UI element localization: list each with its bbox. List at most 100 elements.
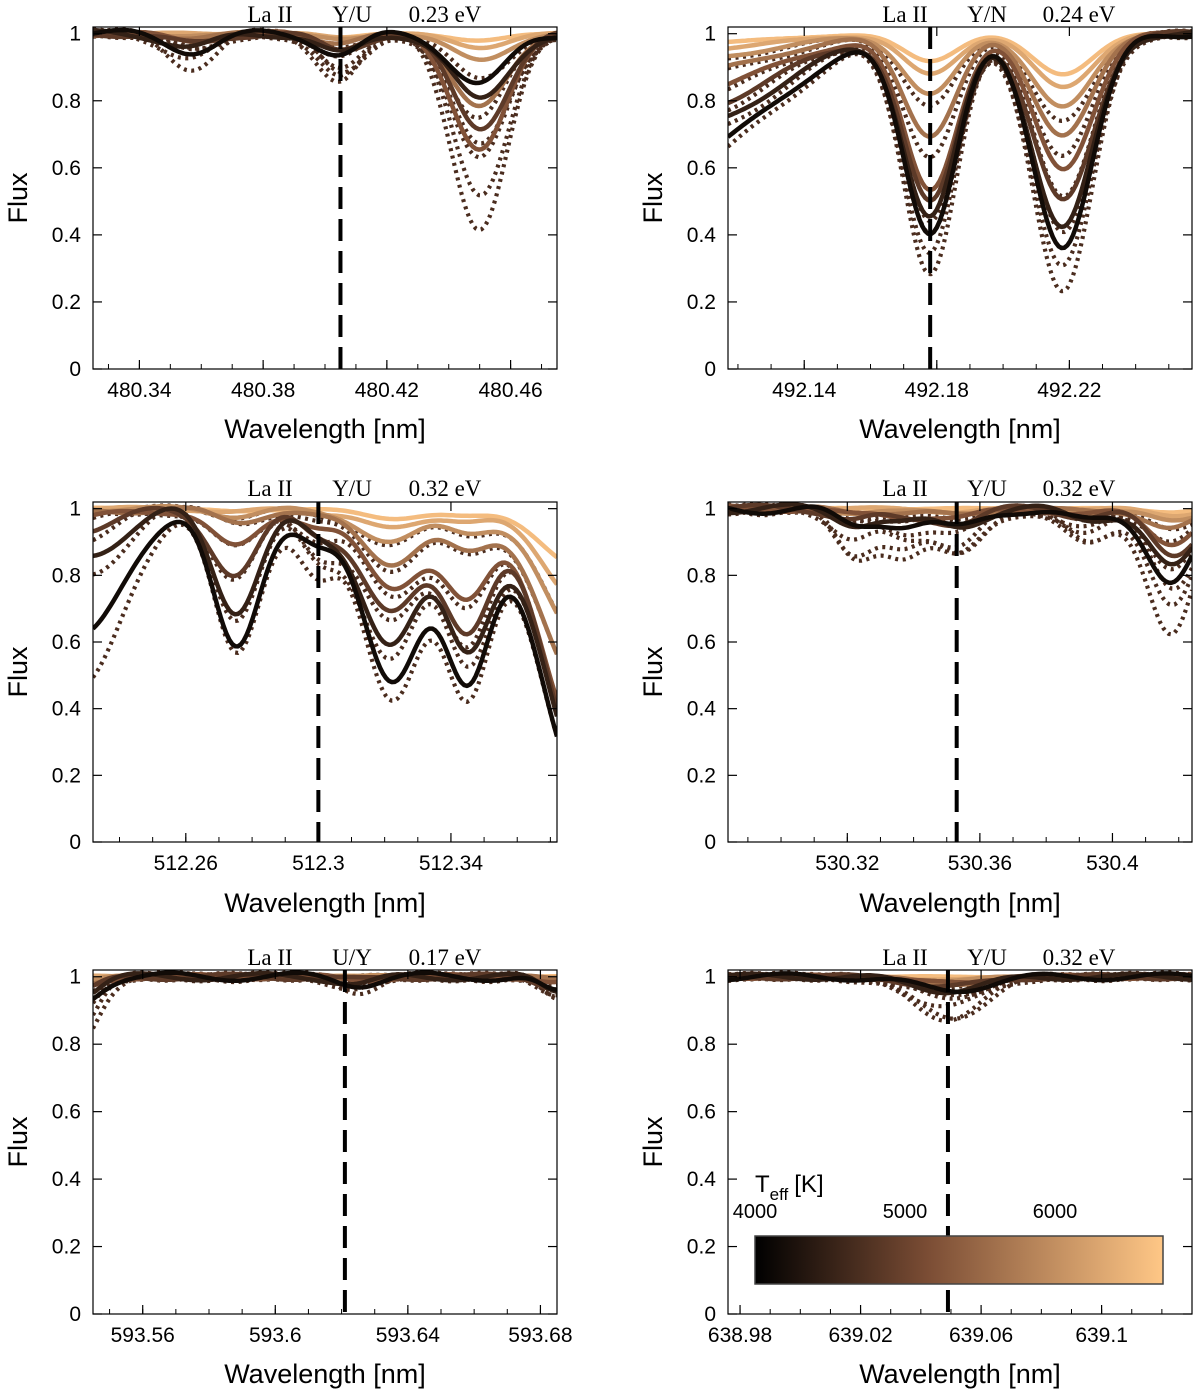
x-tick-label: 480.38 [231, 379, 295, 402]
panel-2-frame [727, 26, 1193, 370]
series-solid-4 [93, 508, 557, 701]
panel-2-energy-label: 0.24 eV [1043, 2, 1116, 27]
y-tick-label: 0.4 [687, 1168, 717, 1191]
panel-2-line-label: La II [882, 2, 927, 27]
panel-6-curves [728, 970, 1192, 1314]
series-dotted-4 [93, 510, 557, 702]
panel-3-line-label: La II [247, 476, 292, 501]
x-tick-label: 492.22 [1037, 379, 1101, 402]
series-dotted-5 [728, 32, 1192, 160]
panel-3-ratio-label: Y/U [332, 476, 372, 501]
x-tick-label: 593.64 [376, 1324, 441, 1347]
panel-1-ticks: 480.34 480.38 480.42 480.46 0 0.2 0.4 0.6 0.8 1 [52, 23, 557, 402]
colorbar-label: Teff [K] [755, 1171, 824, 1204]
panel-2: 492.14 492.18 492.22 0 0.2 0.4 0.6 0.8 1 La II Y… [638, 2, 1193, 444]
y-tick-label: 0 [69, 1303, 81, 1326]
series-dotted-2 [93, 506, 557, 716]
colorbar-tick-4000: 4000 [733, 1201, 778, 1223]
panel-5-ylabel: Flux [3, 1116, 33, 1168]
series-dotted-1 [728, 970, 1192, 1021]
y-tick-label: 1 [69, 498, 81, 521]
series-dotted-1 [93, 522, 557, 738]
panel-2-ylabel: Flux [638, 172, 668, 224]
y-tick-label: 0.8 [52, 564, 81, 587]
series-dotted-1 [728, 34, 1192, 294]
panel-6: 638.98 639.02 639.06 639.1 0 0.2 0.4 0.6 0.8 1 La… [638, 945, 1193, 1389]
y-tick-label: 0.8 [687, 1033, 716, 1056]
panel-6-ylabel: Flux [638, 1116, 668, 1168]
panel-4: 530.32 530.36 530.4 0 0.2 0.4 0.6 0.8 1 La II Y/… [638, 476, 1193, 918]
panel-1-xlabel: Wavelength [nm] [224, 414, 426, 444]
panel-2-curves [728, 27, 1192, 369]
panel-5: 593.56 593.6 593.64 593.68 0 0.2 0.4 0.6 0.8 1 La… [3, 945, 573, 1389]
series-solid-1 [728, 971, 1192, 995]
x-tick-label: 593.56 [111, 1324, 175, 1347]
series-solid-1 [93, 27, 557, 86]
y-tick-label: 0.8 [687, 564, 716, 587]
panel-5-xlabel: Wavelength [nm] [224, 1359, 426, 1389]
panel-6-line-label: La II [882, 945, 927, 970]
panel-6-frame [727, 969, 1193, 1315]
y-tick-label: 1 [704, 498, 716, 521]
series-solid-3 [93, 30, 557, 132]
y-tick-label: 1 [704, 23, 716, 46]
x-tick-label: 512.3 [292, 852, 345, 875]
series-solid-1 [728, 504, 1192, 585]
panel-3-frame [92, 501, 558, 843]
y-tick-label: 0.2 [52, 291, 81, 314]
x-tick-label: 593.68 [508, 1324, 572, 1347]
panel-2-ticks: 492.14 492.18 492.22 0 0.2 0.4 0.6 0.8 1 [687, 23, 1192, 402]
panel-2-ratio-label: Y/N [967, 2, 1007, 27]
y-tick-label: 0.8 [687, 90, 716, 113]
panel-4-ratio-label: Y/U [967, 476, 1007, 501]
panel-3: 512.26 512.3 512.34 0 0.2 0.4 0.6 0.8 1 La II Y/… [3, 476, 558, 918]
panel-3-energy-label: 0.32 eV [409, 476, 482, 501]
panel-5-energy-label: 0.17 eV [409, 945, 482, 970]
series-solid-1 [93, 970, 557, 1001]
x-tick-label: 639.1 [1075, 1324, 1128, 1347]
series-solid-2 [93, 970, 557, 995]
y-tick-label: 0.6 [687, 631, 716, 654]
series-solid-2 [93, 506, 557, 717]
panel-4-ylabel: Flux [638, 646, 668, 698]
y-tick-label: 0.4 [687, 698, 717, 721]
series-solid-7 [728, 30, 1192, 90]
colorbar-tick-6000: 6000 [1033, 1201, 1078, 1223]
y-tick-label: 1 [69, 966, 81, 989]
x-tick-label: 492.14 [772, 379, 837, 402]
panel-5-curves [93, 970, 557, 1314]
panel-1: 480.34 480.38 480.42 480.46 0 0.2 0.4 0.6 0.8 1 L… [3, 2, 558, 444]
series-solid-1 [93, 519, 557, 738]
panel-3-ylabel: Flux [3, 646, 33, 698]
y-tick-label: 0.6 [687, 157, 716, 180]
y-tick-label: 0.8 [52, 1033, 81, 1056]
series-dotted-1 [93, 27, 557, 120]
y-tick-label: 0.2 [52, 1236, 81, 1259]
y-tick-label: 0.4 [52, 224, 82, 247]
x-tick-label: 480.42 [355, 379, 419, 402]
x-tick-label: 530.4 [1086, 852, 1139, 875]
panel-6-energy-label: 0.32 eV [1043, 945, 1116, 970]
y-tick-label: 0 [69, 358, 81, 381]
series-dotted-1 [728, 505, 1192, 637]
panel-5-ticks: 593.56 593.6 593.64 593.68 0 0.2 0.4 0.6 0.8 1 [52, 966, 573, 1347]
x-tick-label: 593.6 [249, 1324, 302, 1347]
y-tick-label: 0.2 [687, 291, 716, 314]
y-tick-label: 0.4 [52, 698, 82, 721]
panel-4-ticks: 530.32 530.36 530.4 0 0.2 0.4 0.6 0.8 1 [687, 498, 1192, 875]
panel-5-line-label: La II [247, 945, 292, 970]
panel-4-curves [728, 502, 1192, 842]
colorbar-gradient [754, 1235, 1164, 1285]
colorbar-tick-5000: 5000 [883, 1201, 928, 1223]
x-tick-label: 512.26 [154, 852, 218, 875]
panel-6-xlabel: Wavelength [nm] [859, 1359, 1061, 1389]
panel-4-frame [727, 501, 1193, 843]
panel-6-ticks: 638.98 639.02 639.06 639.1 0 0.2 0.4 0.6 0.8 1 [687, 966, 1193, 1347]
y-tick-label: 0.4 [52, 1168, 82, 1191]
x-tick-label: 639.02 [828, 1324, 892, 1347]
y-tick-label: 0.2 [52, 764, 81, 787]
x-tick-label: 530.36 [948, 852, 1012, 875]
panel-5-frame [92, 969, 558, 1315]
panel-3-xlabel: Wavelength [nm] [224, 888, 426, 918]
